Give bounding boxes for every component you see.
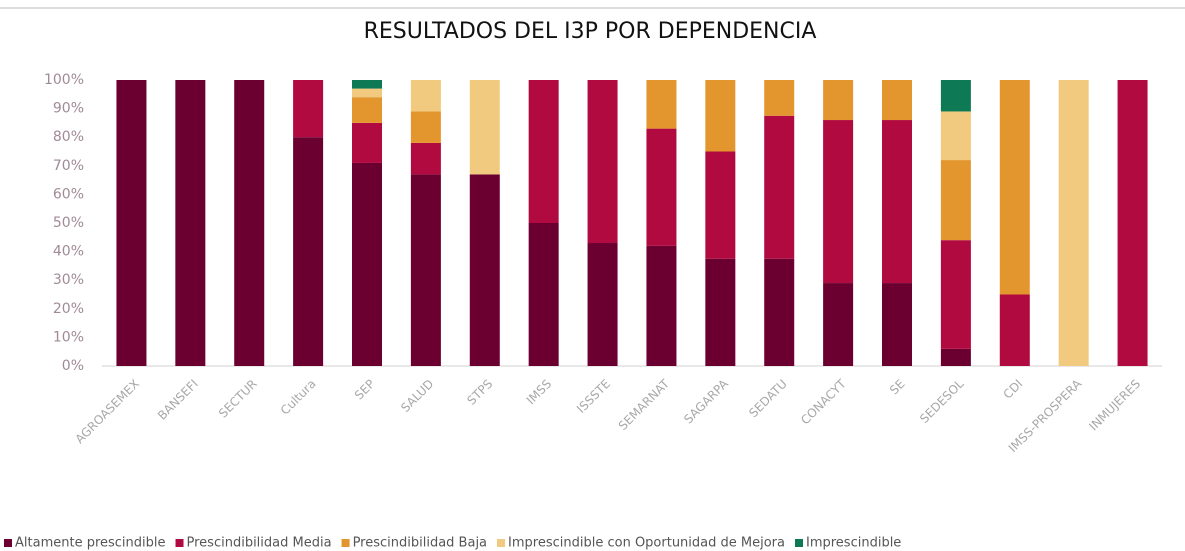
legend-label: Prescindibilidad Baja — [353, 536, 487, 551]
bar-segment — [587, 80, 618, 244]
bar-segment — [823, 120, 854, 284]
y-tick-label: 100% — [44, 72, 84, 88]
y-tick-label: 40% — [53, 244, 84, 260]
y-tick-label: 70% — [53, 158, 84, 174]
bar-segment — [234, 80, 265, 366]
bar-segment — [940, 348, 971, 366]
bar-segment — [587, 243, 618, 366]
bar-segment — [823, 283, 854, 366]
bar-segment — [764, 258, 795, 366]
bar-segment — [410, 142, 441, 175]
x-tick-label: SEDESOL — [917, 376, 967, 426]
y-tick-label: 10% — [53, 329, 84, 345]
y-tick-label: 80% — [53, 129, 84, 145]
bar-segment — [410, 174, 441, 366]
x-tick-label: Cultura — [278, 377, 319, 418]
bar-segment — [528, 223, 559, 366]
y-tick-label: 20% — [53, 301, 84, 317]
bar-segment — [999, 80, 1030, 295]
x-tick-label: AGROASEMEX — [72, 377, 142, 447]
bar-segment — [823, 80, 854, 121]
bar-segment — [352, 162, 382, 366]
y-tick-label: 0% — [62, 358, 84, 374]
bar-segment — [469, 80, 500, 175]
bar-segment — [1058, 80, 1089, 366]
bar-segment — [940, 240, 971, 349]
bar-segment — [646, 245, 677, 366]
y-tick-label: 50% — [53, 215, 84, 231]
bar-segment — [352, 88, 382, 98]
legend-label: Altamente prescindible — [15, 536, 166, 551]
bar-segment — [940, 160, 971, 241]
x-tick-label: STPS — [464, 377, 495, 408]
x-tick-label: ISSSTE — [574, 377, 613, 416]
legend-swatch — [175, 539, 184, 547]
bar-segment — [116, 80, 147, 366]
bar-segment — [352, 80, 382, 89]
x-tick-label: SECTUR — [216, 377, 260, 421]
bar-segment — [882, 283, 912, 366]
bar-segment — [882, 120, 912, 284]
bar-segment — [705, 80, 736, 152]
x-tick-label: SALUD — [398, 377, 436, 415]
legend-swatch — [341, 539, 350, 547]
x-tick-label: SEDATU — [746, 377, 790, 421]
bar-segment — [882, 80, 912, 121]
bar-segment — [410, 80, 441, 112]
x-tick-label: SAGARPA — [681, 376, 731, 426]
legend-label: Imprescindible — [806, 536, 901, 551]
bar-segment — [705, 258, 736, 366]
bar-segment — [528, 80, 559, 223]
x-tick-label: BANSEFI — [155, 377, 201, 423]
bar-segment — [1117, 80, 1148, 366]
legend-label: Prescindibilidad Media — [187, 536, 332, 551]
bar-segment — [175, 80, 206, 366]
bar-segment — [293, 80, 324, 138]
bar-segment — [705, 151, 736, 259]
bar-segment — [999, 294, 1030, 366]
legend-swatch — [497, 539, 506, 547]
legend-swatch — [4, 539, 12, 547]
bar-segment — [764, 80, 795, 116]
bar-segment — [940, 80, 971, 112]
bar-segment — [646, 80, 677, 129]
x-tick-label: SEMARNAT — [616, 376, 673, 433]
legend-swatch — [795, 539, 803, 547]
bar-segment — [293, 137, 324, 366]
chart-title: RESULTADOS DEL I3P POR DEPENDENCIA — [364, 19, 817, 44]
legend-label: Imprescindible con Oportunidad de Mejora — [508, 536, 785, 551]
y-tick-label: 60% — [53, 186, 84, 202]
x-tick-label: INMUJERES — [1086, 377, 1143, 434]
bar-segment — [646, 128, 677, 246]
bar-segment — [410, 111, 441, 143]
x-tick-label: CONACYT — [798, 376, 849, 427]
bar-segment — [469, 174, 500, 366]
x-tick-label: CDI — [1001, 377, 1026, 402]
y-tick-label: 30% — [53, 272, 84, 288]
x-tick-label: SEP — [352, 377, 378, 403]
bar-segment — [764, 115, 795, 259]
y-tick-label: 90% — [53, 101, 84, 117]
bar-segment — [352, 97, 382, 123]
x-tick-label: IMSS — [524, 377, 555, 408]
bar-segment — [352, 122, 382, 163]
bar-segment — [940, 111, 971, 161]
x-tick-label: SE — [887, 377, 908, 398]
